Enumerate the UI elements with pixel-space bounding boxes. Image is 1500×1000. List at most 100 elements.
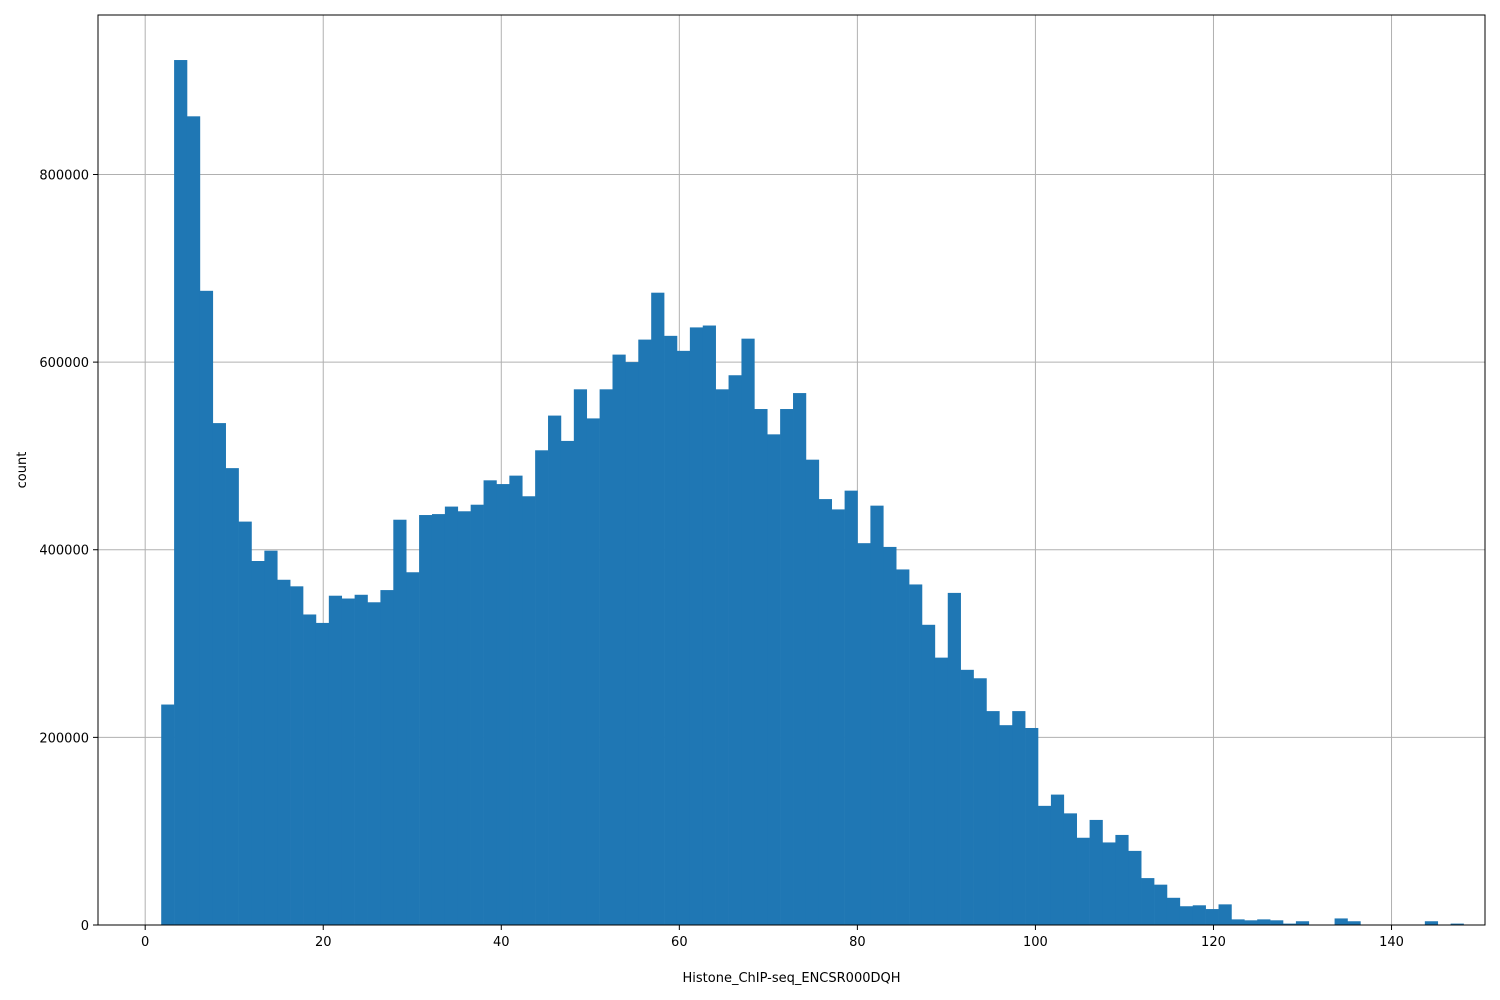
histogram-bar <box>599 389 613 925</box>
histogram-bar <box>1115 834 1129 925</box>
histogram-bar <box>934 657 949 925</box>
histogram-bar <box>1244 920 1258 925</box>
histogram-bar <box>1141 878 1155 925</box>
histogram-bar <box>1154 884 1168 925</box>
histogram-bar <box>793 393 807 926</box>
histogram-bar <box>419 515 433 925</box>
histogram-bar <box>1257 919 1271 925</box>
histogram-bar <box>960 669 974 925</box>
histogram-bar <box>767 434 781 925</box>
histogram-bar <box>947 592 961 925</box>
histogram-bar <box>715 389 729 925</box>
histogram-bar <box>367 602 381 925</box>
histogram-bar <box>431 514 446 925</box>
histogram-bar <box>290 586 304 925</box>
x-tick-label: 20 <box>315 935 332 950</box>
histogram-bar <box>664 335 678 926</box>
histogram-bar <box>444 506 459 925</box>
histogram-bar <box>857 543 871 925</box>
histogram-bar <box>341 598 355 925</box>
histogram-bar <box>560 440 575 925</box>
y-tick-label: 200000 <box>39 731 89 746</box>
histogram-bar <box>1270 920 1284 925</box>
y-tick-label: 800000 <box>39 168 89 183</box>
histogram-bar <box>1179 906 1194 925</box>
histogram-bar <box>573 389 588 925</box>
histogram-bar <box>1295 921 1310 925</box>
histogram-bar <box>186 116 201 926</box>
histogram-bar <box>1347 921 1361 925</box>
histogram-bar <box>805 459 820 925</box>
histogram-bar <box>522 496 536 925</box>
histogram-bar <box>1050 794 1065 925</box>
histogram-bar <box>393 519 407 925</box>
x-tick-label: 140 <box>1379 935 1404 950</box>
y-tick-label: 400000 <box>39 544 89 559</box>
histogram-bar <box>883 546 897 925</box>
histogram-bar <box>212 423 226 925</box>
histogram-bar <box>1038 805 1052 925</box>
histogram-bar <box>986 711 1000 925</box>
histogram-bar <box>161 704 175 925</box>
histogram-bar <box>199 290 214 925</box>
histogram-bar <box>1218 904 1232 925</box>
histogram-bar <box>625 362 639 925</box>
histogram-bar <box>1012 711 1026 925</box>
histogram-bar <box>457 511 471 925</box>
histogram-bar <box>1166 897 1181 925</box>
histogram-bar <box>483 480 497 925</box>
histogram-bar <box>406 572 420 925</box>
x-tick-label: 80 <box>849 935 866 950</box>
histogram-bar <box>754 409 768 925</box>
histogram-bar <box>225 468 239 925</box>
histogram-bar <box>973 678 987 925</box>
histogram-bar <box>999 725 1013 925</box>
histogram-bar <box>1283 923 1297 925</box>
y-tick-label: 600000 <box>39 356 89 371</box>
histogram-bar <box>264 550 278 925</box>
x-tick-label: 40 <box>493 935 510 950</box>
histogram-bar <box>1063 813 1078 925</box>
histogram-bar <box>328 595 343 925</box>
histogram-bar <box>1334 918 1348 925</box>
histogram-bar <box>586 418 600 925</box>
histogram-bar <box>174 60 188 925</box>
histogram-bar <box>380 590 394 925</box>
histogram-bar <box>818 499 833 925</box>
histogram-bar <box>741 338 755 925</box>
x-tick-label: 100 <box>1023 935 1048 950</box>
histogram-bar <box>1192 905 1206 925</box>
histogram-bar <box>315 622 330 925</box>
histogram-bar <box>548 415 562 925</box>
histogram-bar <box>728 375 742 925</box>
plot-frame <box>97 14 1486 926</box>
y-axis-label: count <box>15 452 30 489</box>
histogram-bar <box>1128 850 1142 925</box>
histogram-bar <box>689 327 704 925</box>
histogram-bar <box>702 325 716 926</box>
histogram-bar <box>676 350 691 925</box>
histogram-bar <box>509 475 523 925</box>
histogram-bar <box>1076 837 1090 925</box>
histogram-bar <box>251 561 265 925</box>
histogram-bar <box>496 484 510 925</box>
histogram-bar <box>909 584 923 925</box>
histogram-bars <box>161 60 1464 926</box>
histogram-bar <box>535 450 549 925</box>
histogram-bar <box>780 409 794 925</box>
histogram-bar <box>1231 919 1245 925</box>
axis-ticks: 0 20 40 60 80 100 120 140 0 200000 400000 600000 800… <box>39 168 1404 950</box>
histogram-bar <box>303 614 317 925</box>
histogram-bar <box>238 521 252 925</box>
histogram-bar <box>612 354 626 925</box>
histogram-bar <box>831 509 845 925</box>
histogram-bar <box>844 490 858 925</box>
x-tick-label: 60 <box>671 935 688 950</box>
histogram-bar <box>921 624 936 925</box>
x-tick-label: 0 <box>141 935 149 950</box>
histogram-bar <box>1089 819 1103 925</box>
histogram-bar <box>1424 921 1439 925</box>
histogram-bar <box>896 569 910 925</box>
histogram-bar <box>870 505 884 925</box>
